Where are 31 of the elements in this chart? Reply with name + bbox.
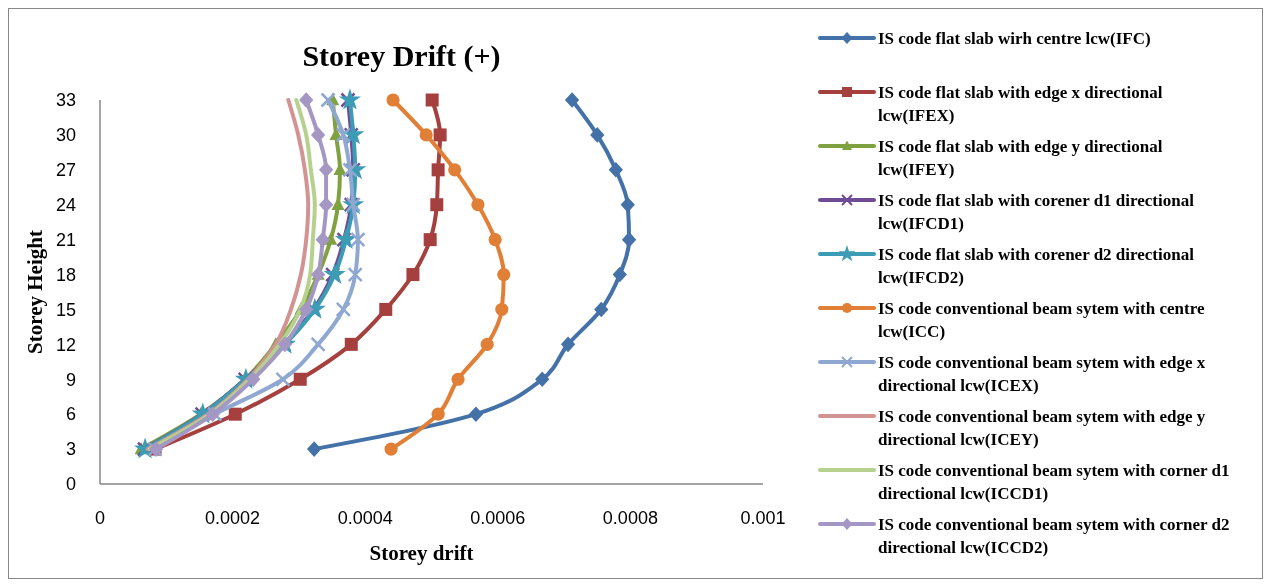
x-tick-label: 0.0008 [602, 508, 658, 528]
y-tick-label: 9 [65, 369, 76, 390]
legend-label: IS code conventional beam sytem with edge x directional lcw(ICEX) [878, 352, 1206, 395]
legend-label: IS code conventional beam sytem with corner d1 directional lcw(ICCD1) [878, 460, 1230, 503]
y-tick-label: 30 [55, 125, 76, 146]
x-tick-label: 0.001 [740, 508, 786, 528]
y-tick-label: 15 [55, 299, 76, 320]
legend-label: IS code flat slab with edge y directional lcw(IFEY) [878, 136, 1163, 179]
legend-label: IS code flat slab with corener d1 directional lcw(IFCD1) [878, 190, 1195, 233]
y-tick-label: 3 [65, 439, 76, 460]
x-tick-label: 0.0002 [205, 508, 261, 528]
x-tick-label: 0.0006 [470, 508, 526, 528]
y-tick-label: 6 [65, 404, 76, 425]
y-tick-label: 33 [55, 90, 76, 111]
y-tick-label: 27 [55, 160, 76, 181]
legend-label: IS code conventional beam sytem with centre lcw(ICC) [878, 298, 1205, 341]
y-tick-label: 21 [55, 229, 76, 250]
y-tick-label: 18 [55, 264, 76, 285]
legend-label: IS code flat slab with corener d2 directional lcw(IFCD2) [878, 244, 1195, 287]
legend-label: IS code flat slab with edge x directional lcw(IFEX) [878, 82, 1163, 125]
x-axis-title: Storey drift [369, 541, 474, 565]
x-tick-label: 0.0004 [337, 508, 393, 528]
legend-label: IS code flat slab wirh centre lcw(IFC) [878, 28, 1151, 48]
y-tick-label: 24 [55, 195, 76, 216]
legend-label: IS code conventional beam sytem with corner d2 directional lcw(ICCD2) [878, 514, 1230, 557]
x-tick-label: 0 [94, 508, 106, 528]
chart-title: Storey Drift (+) [302, 39, 501, 73]
legend-label: IS code conventional beam sytem with edge y directional lcw(ICEY) [878, 406, 1206, 449]
y-tick-label: 0 [65, 474, 76, 495]
y-axis-title: Storey Height [23, 230, 47, 354]
y-tick-label: 12 [55, 334, 76, 355]
